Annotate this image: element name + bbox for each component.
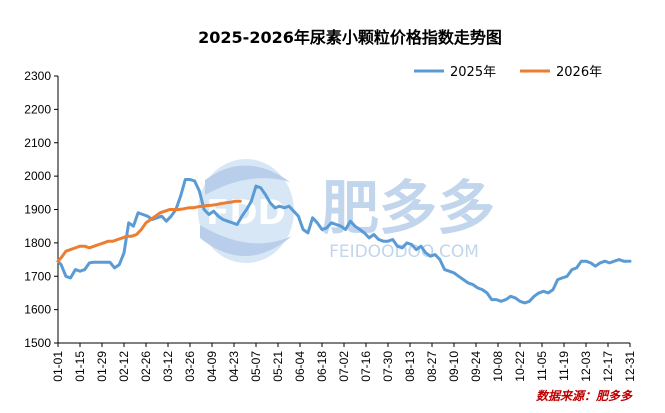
y-tick-label: 2100: [24, 136, 51, 150]
watermark: FDD 肥多多 FEIDOODOO.COM: [198, 159, 495, 263]
y-tick-label: 2200: [24, 102, 51, 116]
x-tick-label: 07-02: [337, 351, 351, 382]
y-tick-label: 1700: [24, 269, 51, 283]
x-tick-label: 03-12: [161, 351, 175, 382]
y-tick-label: 2300: [24, 69, 51, 83]
x-tick-label: 01-01: [51, 351, 65, 382]
legend: 2025年 2026年: [414, 65, 602, 80]
legend-label-1: 2026年: [556, 65, 602, 80]
watermark-logo-wave-top: [205, 165, 290, 195]
watermark-logo-wave-bottom: [200, 225, 292, 257]
x-tick-label: 12-31: [623, 351, 637, 382]
y-tick-label: 2000: [24, 169, 51, 183]
x-tick-label: 07-30: [381, 351, 395, 382]
y-tick-label: 1500: [24, 336, 51, 350]
axes: 1500 1600 1700 1800 1900 2000 2100 2200 2300 01-0…: [24, 69, 637, 382]
x-tick-label: 10-22: [513, 351, 527, 382]
y-tick-label: 1800: [24, 236, 51, 250]
x-tick-label: 01-15: [73, 351, 87, 382]
x-tick-label: 05-07: [249, 351, 263, 382]
x-tick-label: 05-21: [271, 351, 285, 382]
x-tick-label: 01-29: [95, 351, 109, 382]
watermark-brand-en: FEIDOODOO.COM: [329, 242, 479, 262]
chart-title: 2025-2026年尿素小颗粒价格指数走势图: [198, 28, 502, 47]
x-tick-label: 09-24: [469, 351, 483, 382]
x-tick-label: 08-13: [403, 351, 417, 382]
y-tick-label: 1600: [24, 303, 51, 317]
x-tick-label: 11-05: [535, 351, 549, 381]
x-tick-label: 12-17: [601, 351, 615, 382]
x-tick-label: 08-27: [425, 351, 439, 382]
y-tick-label: 1900: [24, 203, 51, 217]
watermark-logo-text: FDD: [206, 193, 286, 233]
x-tick-label: 03-26: [183, 351, 197, 382]
x-tick-label: 07-16: [359, 351, 373, 382]
watermark-brand-cn: 肥多多: [321, 174, 495, 242]
x-tick-label: 04-23: [227, 351, 241, 382]
x-tick-label: 09-10: [447, 351, 461, 382]
legend-label-0: 2025年: [450, 65, 496, 80]
x-tick-label: 11-19: [557, 351, 571, 381]
series-line-1: [56, 199, 242, 263]
x-tick-label: 02-12: [117, 351, 131, 382]
x-tick-label: 12-03: [579, 351, 593, 382]
x-tick-label: 04-09: [205, 351, 219, 382]
x-tick-label: 06-18: [315, 351, 329, 382]
x-tick-label: 06-04: [293, 351, 307, 382]
series-lines: [56, 178, 632, 305]
data-source-note: 数据来源：肥多多: [536, 389, 633, 403]
x-tick-label: 02-26: [139, 351, 153, 382]
x-tick-label: 10-08: [491, 351, 505, 382]
